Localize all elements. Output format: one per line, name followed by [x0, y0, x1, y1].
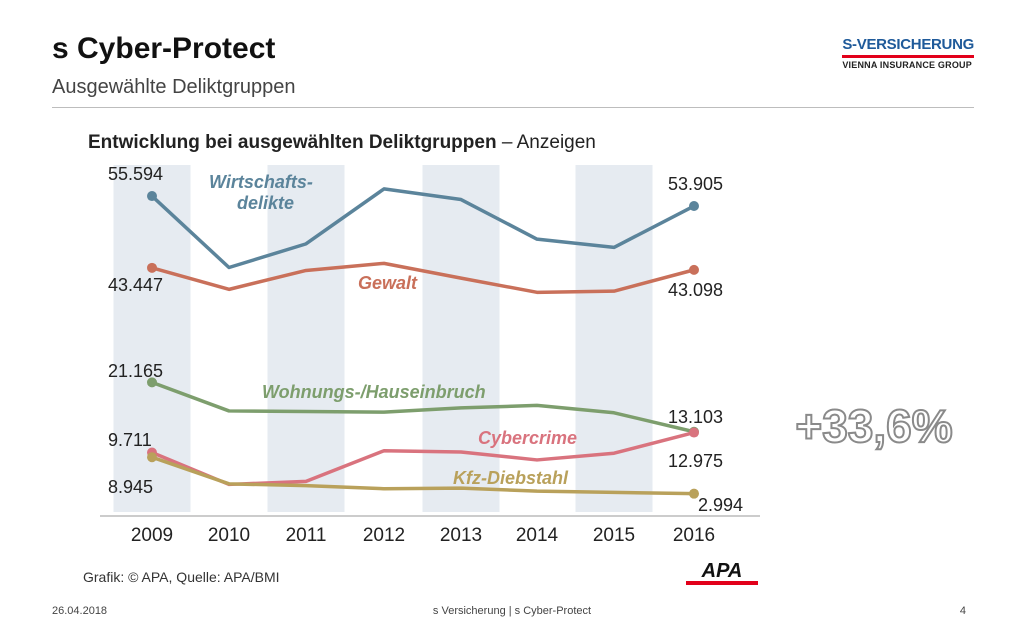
- end-value-label: 2.994: [698, 495, 743, 515]
- series-endpoint: [147, 452, 157, 463]
- chart-title-main: Entwicklung bei ausgewählten Deliktgrupp…: [88, 132, 497, 153]
- series-endpoint: [689, 427, 699, 438]
- series-line: [151, 380, 695, 434]
- start-value-label: 9.711: [108, 430, 152, 450]
- series-name-label: delikte: [237, 193, 294, 213]
- series-name-label: Kfz-Diebstahl: [453, 468, 569, 488]
- series-endpoint: [147, 262, 157, 273]
- apa-logo-bar: [686, 581, 758, 585]
- footer-page-number: 4: [959, 605, 966, 617]
- series-endpoint: [147, 377, 157, 388]
- series-name-label: Wirtschafts-: [209, 172, 313, 192]
- end-value-label: 43.098: [668, 280, 723, 300]
- slide-subtitle: Ausgewählte Deliktgruppen: [52, 76, 296, 98]
- x-tick-label: 2012: [363, 525, 405, 546]
- slide-title: s Cyber-Protect: [52, 32, 276, 65]
- grid-band: [267, 165, 345, 512]
- x-tick-label: 2016: [673, 525, 715, 546]
- x-tick-label: 2011: [286, 525, 327, 546]
- logo-main-text: S-VERSICHERUNG: [842, 36, 974, 53]
- x-tick-label: 2010: [208, 525, 250, 546]
- crime-line-chart: Entwicklung bei ausgewählten Deliktgrupp…: [83, 132, 954, 585]
- start-value-label: 8.945: [108, 477, 153, 497]
- series-endpoint: [689, 201, 699, 212]
- start-value-label: 21.165: [108, 361, 163, 381]
- grid-band: [575, 165, 653, 512]
- chart-title: Entwicklung bei ausgewählten Deliktgrupp…: [88, 132, 596, 153]
- start-value-label: 55.594: [108, 164, 163, 184]
- s-versicherung-logo: S-VERSICHERUNG VIENNA INSURANCE GROUP: [842, 36, 974, 70]
- series-line: [150, 187, 695, 270]
- start-value-label: 43.447: [108, 275, 163, 295]
- chart-title-suffix: – Anzeigen: [497, 132, 596, 153]
- x-tick-label: 2015: [593, 525, 635, 546]
- x-tick-label: 2009: [131, 525, 173, 546]
- series-endpoint: [689, 264, 699, 275]
- grid-band: [422, 165, 500, 512]
- end-value-label: 13.103: [668, 407, 723, 427]
- apa-logo-text: APA: [701, 560, 743, 582]
- end-value-label: 53.905: [668, 174, 723, 194]
- header-divider: [52, 107, 974, 108]
- series-name-label: Wohnungs-/Hauseinbruch: [262, 382, 486, 402]
- series-line: [151, 455, 695, 496]
- source-note: Grafik: © APA, Quelle: APA/BMI: [83, 569, 280, 585]
- series-line: [151, 261, 695, 295]
- x-tick-label: 2013: [440, 525, 482, 546]
- logo-sub-text: VIENNA INSURANCE GROUP: [842, 60, 972, 70]
- apa-logo: APA: [686, 560, 758, 585]
- footer-center-text: s Versicherung | s Cyber-Protect: [432, 605, 592, 617]
- series-name-label: Cybercrime: [478, 428, 577, 448]
- logo-red-bar: [842, 55, 974, 58]
- footer-date: 26.04.2018: [52, 605, 108, 617]
- percent-callout: +33,6%: [795, 400, 952, 452]
- series-endpoint: [689, 488, 699, 499]
- x-tick-label: 2014: [516, 525, 559, 546]
- series-name-label: Gewalt: [358, 273, 418, 293]
- end-value-label: 12.975: [668, 451, 723, 471]
- series-endpoint: [147, 191, 157, 202]
